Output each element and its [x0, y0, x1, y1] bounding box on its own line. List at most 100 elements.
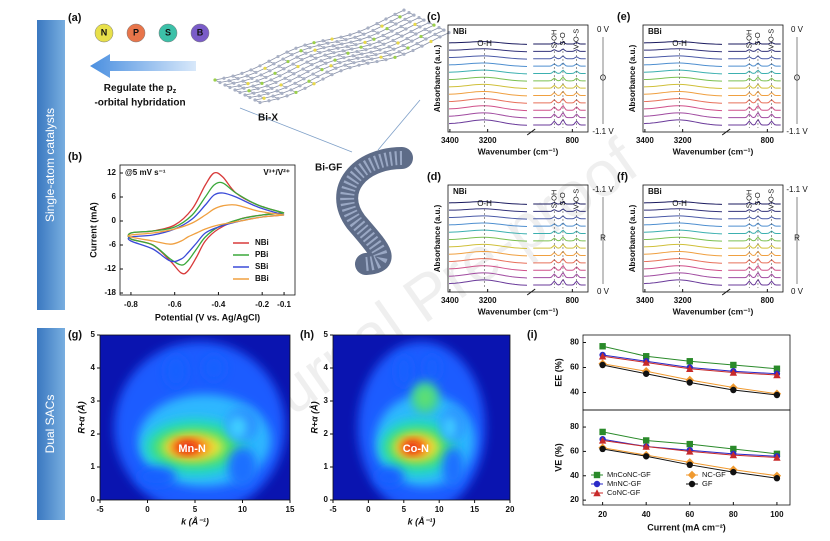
spectrum	[728, 208, 781, 212]
atom	[336, 46, 340, 50]
x-tick-label: -5	[329, 505, 337, 514]
intensity-blob	[202, 354, 226, 382]
atom	[282, 67, 286, 71]
bond	[376, 18, 387, 24]
panel-label: (a)	[68, 12, 82, 24]
atom	[438, 35, 442, 39]
spectrum	[643, 119, 723, 126]
bond	[265, 72, 276, 78]
atom	[384, 58, 388, 62]
bond	[406, 33, 417, 39]
spectrum	[533, 250, 586, 257]
spectrum	[643, 69, 723, 75]
atom	[309, 54, 313, 58]
annotation: S-O	[753, 192, 762, 206]
y-tick-label: -6	[109, 240, 117, 249]
legend-label: BBi	[255, 274, 269, 283]
atom	[290, 53, 294, 57]
spectrum	[728, 97, 781, 104]
bond	[295, 87, 306, 93]
spectrum	[448, 279, 528, 286]
panel-label: (d)	[427, 171, 441, 183]
atom	[385, 27, 389, 31]
spectrum	[533, 69, 586, 74]
atom	[433, 32, 437, 36]
spectrum	[728, 271, 781, 279]
potential-label: 0 V	[791, 287, 804, 296]
bond	[321, 65, 332, 70]
atom	[251, 84, 255, 88]
atom	[332, 51, 336, 55]
atom	[301, 67, 305, 71]
annotation: O-H	[477, 199, 492, 208]
atom	[395, 32, 399, 36]
atom	[285, 50, 289, 54]
bond	[368, 32, 379, 38]
bond	[412, 45, 423, 51]
x-tick-label: 100	[770, 510, 784, 519]
chart-title: NBi	[453, 27, 467, 36]
x-tick-label: 80	[729, 510, 738, 519]
intensity-blob	[395, 354, 413, 388]
marker	[686, 379, 693, 386]
dopant-atom	[94, 23, 114, 43]
atom	[248, 95, 252, 100]
intensity-blob	[423, 354, 441, 382]
bond	[411, 36, 422, 42]
series-line	[127, 204, 285, 245]
atom	[285, 94, 289, 98]
atom	[374, 53, 378, 57]
bond	[281, 89, 292, 94]
atom	[289, 88, 293, 92]
atom	[345, 44, 349, 49]
spectrum	[643, 201, 723, 205]
spectrum	[643, 83, 723, 90]
annotation: V-O-S	[767, 189, 776, 209]
atom	[410, 39, 414, 43]
marker	[642, 353, 650, 360]
atom	[339, 35, 343, 39]
spectrum	[728, 76, 781, 82]
atom	[273, 71, 277, 75]
x-tick-label: -0.2	[255, 300, 269, 309]
atom	[258, 64, 262, 68]
spectrum	[533, 236, 586, 242]
panel-label: (e)	[617, 11, 631, 23]
atom	[418, 25, 422, 29]
x-axis-label: Current (mA cm⁻²)	[647, 522, 725, 532]
atom	[312, 41, 316, 45]
marker	[642, 358, 650, 366]
marker	[773, 371, 781, 379]
y-tick-label: 5	[91, 330, 96, 339]
atom	[292, 72, 296, 76]
legend-label: CoNC-GF	[607, 488, 641, 497]
atom	[396, 41, 400, 45]
spectrum	[533, 104, 586, 111]
y-tick-label: -18	[104, 288, 116, 297]
intensity-blob	[375, 467, 404, 487]
bond	[363, 30, 374, 35]
caption: Regulate the pz	[104, 83, 177, 95]
spectrum	[728, 215, 781, 220]
marker	[686, 365, 694, 372]
atom	[403, 17, 407, 21]
bond	[372, 25, 383, 31]
atom	[284, 85, 288, 90]
marker	[730, 445, 737, 453]
marker	[599, 445, 606, 453]
atom	[233, 88, 237, 92]
atom	[408, 20, 412, 24]
spectrum	[728, 111, 781, 119]
y-tick-label: 80	[570, 338, 579, 347]
x-tick-label: 3200	[479, 296, 497, 305]
atom	[304, 51, 308, 55]
marker	[729, 368, 738, 376]
bond	[390, 16, 401, 22]
bond	[416, 38, 427, 44]
legend-label: MnCoNC-GF	[607, 470, 651, 479]
spectrum	[448, 201, 528, 205]
atom	[280, 91, 284, 95]
spectrum	[728, 257, 781, 264]
atom	[355, 49, 359, 54]
x-tick-label: -0.6	[168, 300, 182, 309]
